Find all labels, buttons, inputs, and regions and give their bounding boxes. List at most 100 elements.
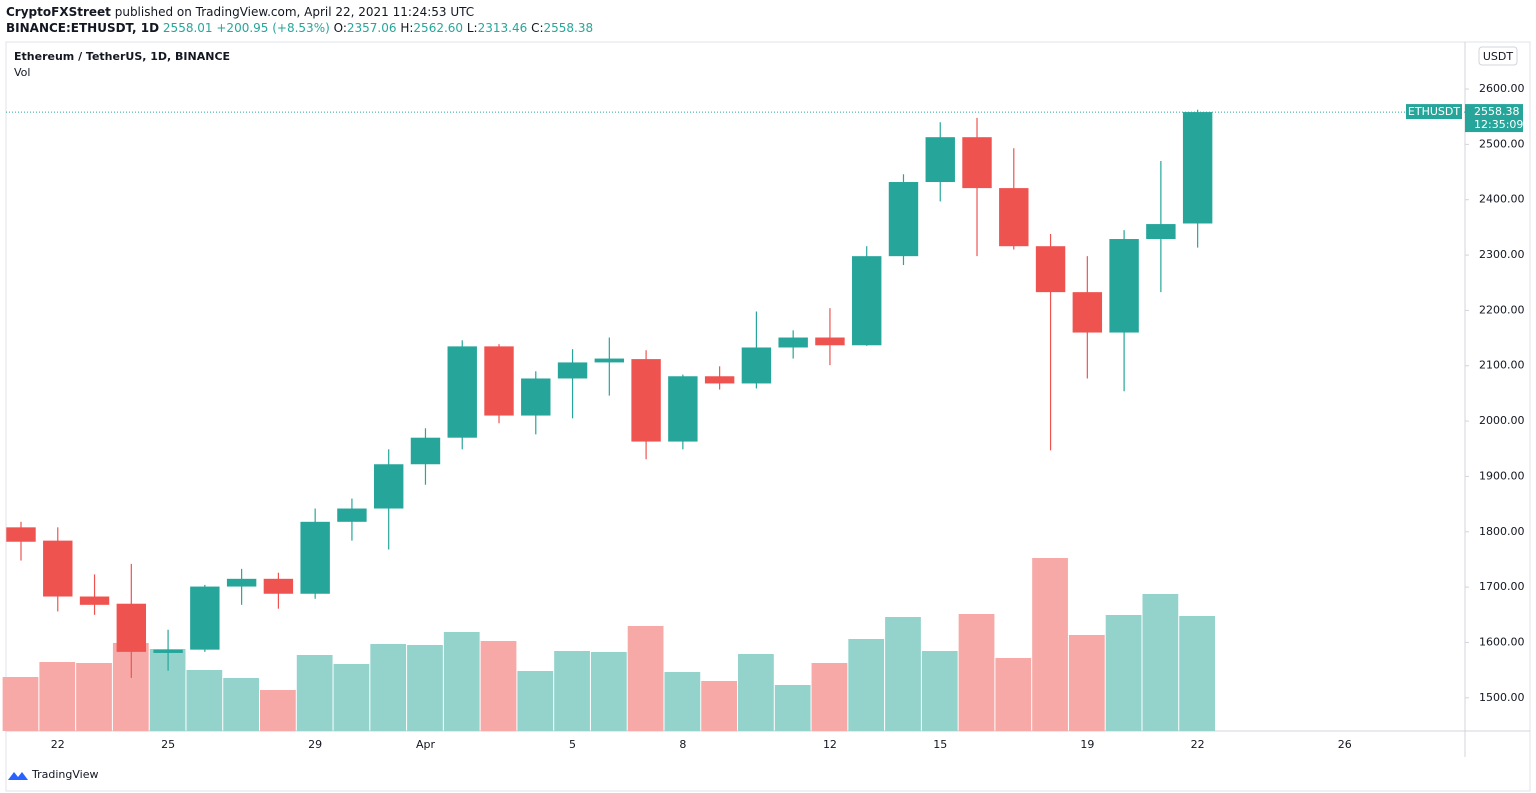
candle-body	[190, 586, 220, 650]
candle-body	[1072, 292, 1103, 333]
ohlc-label: L:	[466, 21, 478, 35]
candle-body	[1035, 246, 1066, 293]
candle-body	[447, 346, 477, 438]
x-tick-label: 29	[308, 738, 322, 751]
x-tick-label: 26	[1338, 738, 1352, 751]
change: +200.95 (+8.53%)	[216, 21, 330, 35]
volume-bar	[480, 641, 517, 731]
volume-bar	[443, 632, 480, 731]
publish-line: CryptoFXStreet published on TradingView.…	[6, 4, 593, 20]
candle-body	[925, 137, 955, 183]
volume-label: Vol	[14, 66, 30, 79]
ohlc-value: 2558.38	[543, 21, 594, 35]
last: 2558.01	[162, 21, 213, 35]
x-tick-label: 5	[569, 738, 576, 751]
y-tick-label: 2600.00	[1479, 82, 1525, 95]
candle-body	[116, 603, 147, 652]
volume-bar	[627, 626, 664, 731]
volume-bar	[407, 645, 443, 731]
volume-bar	[738, 654, 774, 731]
candle-body	[668, 376, 698, 442]
x-tick-label: 12	[823, 738, 837, 751]
volume-bar	[590, 652, 627, 731]
volume-bar	[1179, 616, 1216, 731]
volume-bar	[370, 644, 407, 731]
candle-body	[6, 527, 36, 542]
candle-body	[263, 578, 294, 594]
candle-body	[741, 347, 772, 384]
y-tick-label: 1500.00	[1479, 691, 1525, 704]
candle-body	[999, 188, 1029, 247]
published: published on TradingView.com, April 22, …	[114, 5, 475, 19]
candle-body	[373, 464, 404, 509]
candle-body	[410, 437, 441, 465]
volume-bar	[554, 651, 590, 731]
candle-body	[484, 346, 514, 416]
y-tick-label: 1600.00	[1479, 635, 1525, 648]
candle-body	[337, 508, 367, 522]
volume-bar	[2, 677, 39, 731]
quote-line: BINANCE:ETHUSDT, 1D 2558.01 +200.95 (+8.…	[6, 20, 593, 36]
candle-body	[79, 596, 110, 605]
ohlc-label: H:	[400, 21, 414, 35]
volume-bar	[296, 655, 333, 731]
candle-body	[631, 359, 661, 442]
volume-bar	[186, 670, 223, 731]
volume-bar	[995, 658, 1032, 731]
x-tick-label: 22	[1191, 738, 1205, 751]
y-tick-label: 2300.00	[1479, 248, 1525, 261]
volume-bar	[664, 672, 701, 731]
volume-bar	[885, 617, 921, 731]
ohlc-value: 2357.06	[346, 21, 397, 35]
candle-body	[704, 376, 735, 384]
candle-body	[557, 362, 588, 379]
volume-bar	[848, 639, 885, 731]
volume-bar	[39, 662, 76, 731]
x-tick-label: 15	[933, 738, 947, 751]
footer-brand: TradingView	[31, 768, 98, 781]
brand-logo	[8, 772, 28, 780]
volume-bar	[921, 651, 958, 731]
volume-bar	[1105, 615, 1142, 731]
volume-bar	[223, 678, 260, 731]
candle-body	[226, 578, 257, 587]
ohlc: O:2357.06 H:2562.60 L:2313.46 C:2558.38	[334, 21, 594, 35]
candle-body	[852, 256, 882, 346]
ohlc-label: O:	[333, 21, 347, 35]
x-tick-label: 22	[51, 738, 65, 751]
candle-body	[521, 378, 551, 416]
volume-bar	[811, 663, 848, 731]
ohlc-value: 2313.46	[477, 21, 528, 35]
candle-body	[778, 337, 808, 348]
volume-bar	[701, 681, 738, 731]
candle-body	[300, 521, 330, 594]
candle-body	[1182, 112, 1213, 224]
symbol-tag: ETHUSDT	[1408, 105, 1460, 118]
currency-box[interactable]	[1478, 46, 1518, 66]
y-tick-label: 1900.00	[1479, 469, 1525, 482]
y-tick-label: 2200.00	[1479, 303, 1525, 316]
symbol-tag-box	[1406, 104, 1462, 120]
currency: USDT	[1483, 50, 1514, 63]
volume-bar	[333, 664, 370, 731]
publisher: CryptoFXStreet	[6, 5, 111, 19]
volume-bar	[76, 663, 112, 731]
chart-title: Ethereum / TetherUS, 1D, BINANCE	[14, 50, 230, 63]
candle-body	[153, 649, 183, 653]
volume-bar	[1032, 558, 1068, 731]
volume-bar	[260, 690, 296, 731]
y-tick-label: 2100.00	[1479, 359, 1525, 372]
volume-bar	[774, 685, 811, 731]
candle-body	[1109, 239, 1139, 333]
candle-body	[815, 337, 845, 346]
candle-body	[888, 182, 919, 257]
ohlc-value: 2562.60	[413, 21, 464, 35]
x-tick-label: 19	[1080, 738, 1094, 751]
price-tag: 2558.38	[1474, 105, 1520, 118]
candle-body	[962, 137, 992, 189]
chart-frame	[5, 41, 1531, 792]
volume-bar	[1068, 635, 1105, 731]
candle-body	[594, 358, 625, 363]
